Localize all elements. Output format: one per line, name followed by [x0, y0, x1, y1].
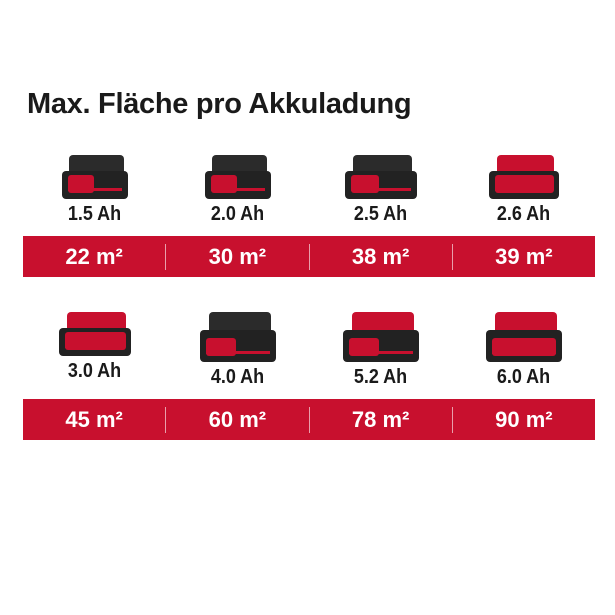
area-value: 78 m² [308, 406, 452, 433]
battery-row-2: 3.0 Ah 4.0 Ah 5.2 Ah 6.0 Ah 45 m² 60 m² … [23, 312, 595, 440]
battery-image [485, 312, 562, 362]
battery-item: 6.0 Ah [452, 312, 595, 389]
capacity-label: 5.2 Ah [353, 366, 408, 388]
area-value: 38 m² [308, 243, 452, 270]
battery-item: 2.6 Ah [452, 155, 595, 226]
battery-image [204, 155, 271, 199]
area-value: 45 m² [65, 406, 123, 432]
battery-image [58, 312, 131, 356]
battery-image [488, 155, 559, 199]
capacity-label: 4.0 Ah [210, 366, 265, 388]
area-bar: 22 m² 30 m² 38 m² 39 m² [23, 236, 595, 277]
area-value: 22 m² [65, 243, 123, 269]
battery-item: 2.0 Ah [166, 155, 309, 226]
area-value: 90 m² [451, 406, 595, 433]
area-bar: 45 m² 60 m² 78 m² 90 m² [23, 399, 595, 440]
capacity-label: 2.5 Ah [353, 203, 408, 225]
battery-image [61, 155, 128, 199]
capacity-label: 2.0 Ah [210, 203, 265, 225]
capacity-label: 1.5 Ah [67, 203, 122, 225]
area-value: 39 m² [451, 243, 595, 270]
battery-item: 5.2 Ah [309, 312, 452, 389]
capacity-label: 6.0 Ah [496, 366, 551, 388]
battery-image [199, 312, 276, 362]
battery-item: 4.0 Ah [166, 312, 309, 389]
capacity-label: 2.6 Ah [496, 203, 551, 225]
page-title: Max. Fläche pro Akkuladung [27, 88, 412, 120]
battery-image [344, 155, 417, 199]
area-value: 60 m² [165, 406, 308, 433]
battery-item: 3.0 Ah [23, 312, 166, 389]
battery-row-1: 1.5 Ah 2.0 Ah 2.5 Ah 2.6 Ah 22 m² 30 m² … [23, 155, 595, 277]
battery-item: 1.5 Ah [23, 155, 166, 226]
area-value: 30 m² [165, 243, 308, 270]
battery-image [342, 312, 419, 362]
battery-item: 2.5 Ah [309, 155, 452, 226]
capacity-label: 3.0 Ah [67, 360, 122, 382]
